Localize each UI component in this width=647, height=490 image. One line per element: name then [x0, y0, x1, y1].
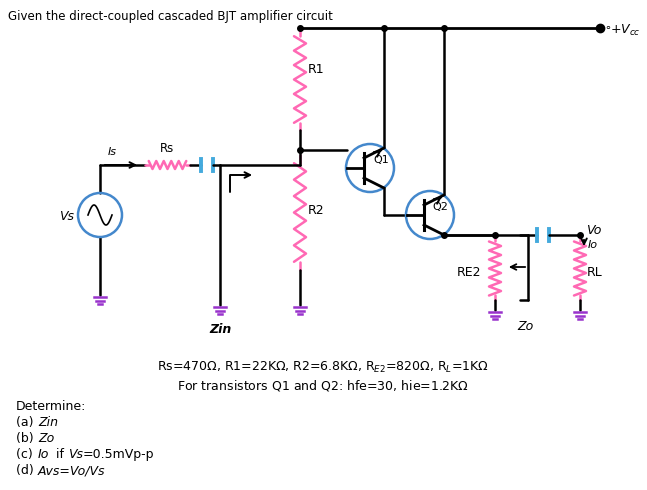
Text: Given the direct-coupled cascaded BJT amplifier circuit: Given the direct-coupled cascaded BJT am…	[8, 10, 333, 23]
Text: R2: R2	[308, 203, 325, 217]
Text: RL: RL	[587, 266, 603, 278]
Text: Q2: Q2	[432, 202, 448, 212]
Text: Zo: Zo	[38, 432, 54, 445]
Text: (c): (c)	[16, 448, 37, 461]
Text: Rs=470$\Omega$, R1=22K$\Omega$, R2=6.8K$\Omega$, R$_{E2}$=820$\Omega$, R$_L$=1K$: Rs=470$\Omega$, R1=22K$\Omega$, R2=6.8K$…	[157, 360, 489, 375]
Text: Determine:: Determine:	[16, 400, 87, 413]
Text: $+V_{cc}$: $+V_{cc}$	[610, 23, 641, 38]
Text: if: if	[52, 448, 68, 461]
Text: Vs: Vs	[68, 448, 83, 461]
Text: $\circ$: $\circ$	[604, 21, 611, 31]
Text: Avs=Vo/Vs: Avs=Vo/Vs	[38, 464, 105, 477]
Text: For transistors Q1 and Q2: hfe=30, hie=1.2K$\Omega$: For transistors Q1 and Q2: hfe=30, hie=1…	[177, 378, 469, 393]
Text: =0.5mVp-p: =0.5mVp-p	[83, 448, 155, 461]
Text: Vo: Vo	[586, 224, 601, 238]
Text: R1: R1	[308, 64, 325, 76]
Text: Q1: Q1	[373, 155, 389, 165]
Text: (a): (a)	[16, 416, 38, 429]
Text: Zo: Zo	[517, 320, 533, 333]
Text: Is: Is	[108, 147, 117, 157]
Text: (b): (b)	[16, 432, 38, 445]
Text: (d): (d)	[16, 464, 38, 477]
Text: RE2: RE2	[457, 266, 481, 278]
Text: Io: Io	[588, 240, 598, 250]
Text: Zin: Zin	[38, 416, 58, 429]
Text: Rs: Rs	[160, 142, 174, 155]
Text: Io: Io	[38, 448, 49, 461]
Text: Vs: Vs	[59, 211, 74, 223]
Text: Zin: Zin	[209, 323, 231, 336]
